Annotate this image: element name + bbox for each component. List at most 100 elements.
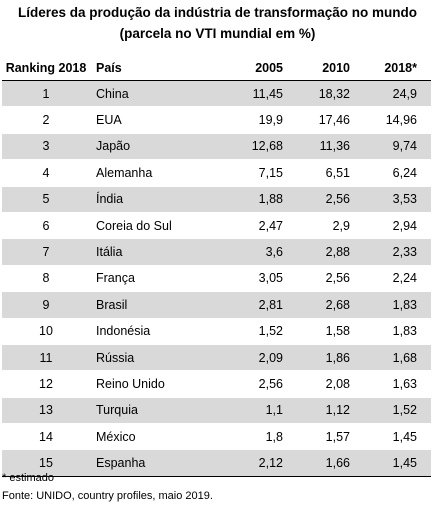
cell-2018: 6,24 [364, 159, 431, 187]
cell-2018: 1,83 [364, 318, 431, 345]
table-row: 4 Alemanha 7,15 6,51 6,24 [2, 159, 431, 187]
cell-2018: 1,83 [364, 291, 431, 319]
cell-2005: 2,47 [230, 212, 297, 240]
table-row: 11 Rússia 2,09 1,86 1,68 [2, 344, 431, 372]
header-row: Ranking 2018 País 2005 2010 2018* [2, 55, 431, 81]
table-title: Líderes da produção da indústria de tran… [0, 2, 435, 44]
cell-2005: 2,09 [230, 344, 297, 372]
header-2018: 2018* [364, 55, 431, 81]
cell-country: Itália [90, 238, 230, 266]
cell-rank: 7 [2, 238, 90, 266]
cell-2005: 3,05 [230, 265, 297, 293]
cell-2010: 11,36 [297, 133, 364, 161]
cell-rank: 9 [2, 291, 90, 319]
table-body: 1 China 11,45 18,32 24,9 2 EUA 19,9 17,4… [2, 80, 431, 477]
cell-rank: 6 [2, 212, 90, 240]
cell-2010: 2,9 [297, 212, 364, 240]
cell-rank: 13 [2, 397, 90, 425]
cell-country: Brasil [90, 291, 230, 319]
title-line-2: (parcela no VTI mundial em %) [119, 26, 316, 41]
cell-2005: 2,12 [230, 449, 297, 477]
cell-country: Alemanha [90, 159, 230, 187]
header-ranking: Ranking 2018 [2, 55, 90, 81]
table-row: 8 França 3,05 2,56 2,24 [2, 265, 431, 293]
cell-2018: 1,45 [364, 423, 431, 451]
cell-2005: 1,8 [230, 423, 297, 451]
table-row: 12 Reino Unido 2,56 2,08 1,63 [2, 370, 431, 398]
table-row: 7 Itália 3,6 2,88 2,33 [2, 238, 431, 266]
cell-2018: 2,33 [364, 238, 431, 266]
cell-rank: 14 [2, 423, 90, 451]
cell-rank: 3 [2, 133, 90, 161]
cell-country: França [90, 265, 230, 293]
cell-2005: 1,1 [230, 397, 297, 425]
table-row: 15 Espanha 2,12 1,66 1,45 [2, 449, 431, 477]
cell-2010: 18,32 [297, 80, 364, 108]
cell-country: México [90, 423, 230, 451]
cell-2005: 12,68 [230, 133, 297, 161]
cell-rank: 2 [2, 106, 90, 134]
cell-country: Indonésia [90, 318, 230, 345]
cell-2005: 2,56 [230, 370, 297, 398]
source-footnote: Fonte: UNIDO, country profiles, maio 201… [2, 490, 213, 502]
cell-2005: 11,45 [230, 80, 297, 108]
cell-country: Reino Unido [90, 370, 230, 398]
table-row: 9 Brasil 2,81 2,68 1,83 [2, 291, 431, 319]
cell-2005: 19,9 [230, 106, 297, 134]
cell-2005: 2,81 [230, 291, 297, 319]
cell-country: Espanha [90, 449, 230, 477]
cell-2010: 2,88 [297, 238, 364, 266]
cell-rank: 4 [2, 159, 90, 187]
cell-2010: 2,68 [297, 291, 364, 319]
cell-2005: 1,88 [230, 186, 297, 213]
cell-2010: 2,56 [297, 265, 364, 293]
cell-country: Coreia do Sul [90, 212, 230, 240]
cell-country: EUA [90, 106, 230, 134]
table-row: 1 China 11,45 18,32 24,9 [2, 80, 431, 108]
cell-country: China [90, 80, 230, 108]
header-2005: 2005 [230, 55, 297, 81]
header-country: País [90, 55, 230, 81]
cell-rank: 8 [2, 265, 90, 293]
cell-2010: 1,86 [297, 344, 364, 372]
cell-2018: 9,74 [364, 133, 431, 161]
cell-2018: 2,24 [364, 265, 431, 293]
cell-rank: 10 [2, 318, 90, 345]
table-row: 14 México 1,8 1,57 1,45 [2, 423, 431, 451]
title-line-1: Líderes da produção da indústria de tran… [17, 5, 418, 20]
cell-2018: 14,96 [364, 106, 431, 134]
cell-2010: 1,12 [297, 397, 364, 425]
cell-rank: 12 [2, 370, 90, 398]
cell-2010: 1,57 [297, 423, 364, 451]
cell-2010: 1,66 [297, 449, 364, 477]
cell-2018: 1,63 [364, 370, 431, 398]
cell-rank: 1 [2, 80, 90, 108]
cell-2005: 1,52 [230, 318, 297, 345]
cell-2010: 6,51 [297, 159, 364, 187]
cell-rank: 15 [2, 449, 90, 477]
table-row: 10 Indonésia 1,52 1,58 1,83 [2, 318, 431, 345]
cell-2005: 3,6 [230, 238, 297, 266]
estimate-footnote: * estimado [2, 472, 54, 484]
cell-2018: 2,94 [364, 212, 431, 240]
table-row: 13 Turquia 1,1 1,12 1,52 [2, 397, 431, 425]
table-row: 6 Coreia do Sul 2,47 2,9 2,94 [2, 212, 431, 240]
cell-country: Japão [90, 133, 230, 161]
cell-rank: 5 [2, 186, 90, 213]
cell-2018: 3,53 [364, 186, 431, 213]
table-row: 5 Índia 1,88 2,56 3,53 [2, 186, 431, 213]
cell-2005: 7,15 [230, 159, 297, 187]
cell-2018: 24,9 [364, 80, 431, 108]
cell-rank: 11 [2, 344, 90, 372]
cell-country: Rússia [90, 344, 230, 372]
cell-2010: 1,58 [297, 318, 364, 345]
cell-2010: 2,56 [297, 186, 364, 213]
table-row: 2 EUA 19,9 17,46 14,96 [2, 106, 431, 134]
header-2010: 2010 [297, 55, 364, 81]
table-row: 3 Japão 12,68 11,36 9,74 [2, 133, 431, 161]
cell-2018: 1,68 [364, 344, 431, 372]
cell-country: Índia [90, 186, 230, 213]
manufacturing-ranking-table: Ranking 2018 País 2005 2010 2018* 1 Chin… [2, 55, 431, 477]
cell-2018: 1,52 [364, 397, 431, 425]
cell-country: Turquia [90, 397, 230, 425]
